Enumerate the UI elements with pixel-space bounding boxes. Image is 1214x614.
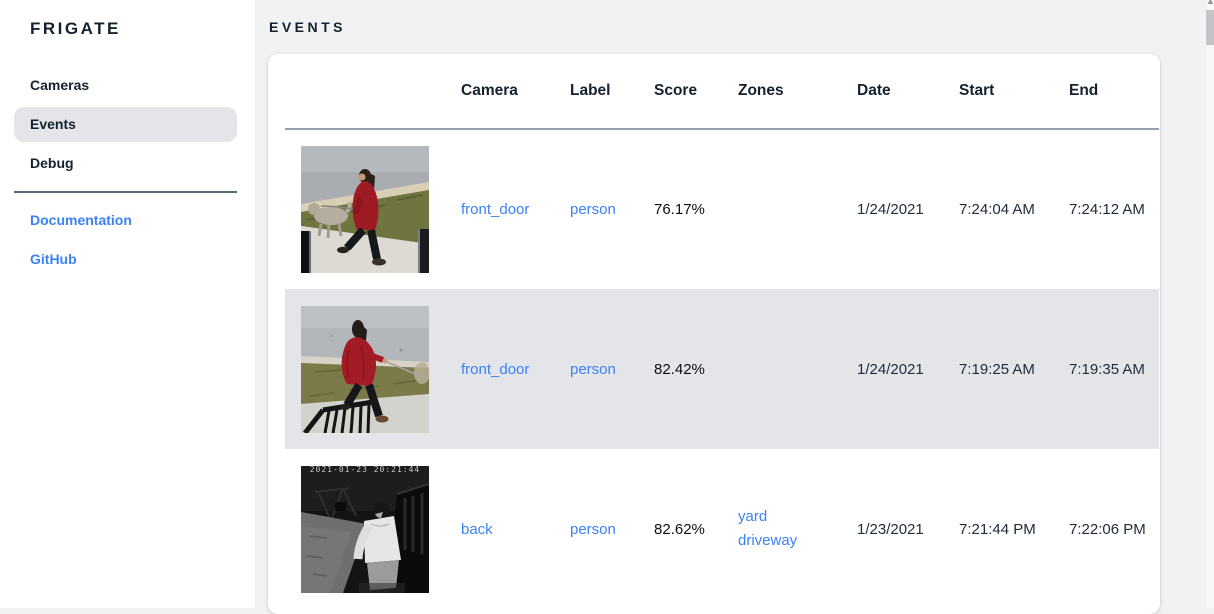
col-header-date: Date (842, 54, 944, 130)
end-value: 7:19:35 AM (1069, 360, 1145, 378)
events-table: Camera Label Score Zones Date Start End (285, 54, 1159, 609)
camera-link[interactable]: front_door (461, 360, 530, 378)
sidebar-divider (14, 191, 237, 193)
start-value: 7:24:04 AM (959, 201, 1035, 218)
label-link[interactable]: person (570, 360, 616, 378)
sidebar-nav: Cameras Events Debug Documentation GitHu… (0, 68, 255, 277)
col-header-end: End (1054, 54, 1159, 130)
label-link[interactable]: person (570, 520, 616, 538)
sidebar-link-github[interactable]: GitHub (30, 251, 77, 267)
scroll-up-arrow-icon[interactable]: ▲ (1206, 0, 1214, 6)
table-row[interactable]: front_door person 76.17% 1/24/2021 7:24:… (285, 129, 1159, 289)
col-header-label: Label (555, 54, 639, 130)
page-title: EVENTS (269, 19, 347, 35)
col-header-thumbnail (285, 54, 446, 130)
score-value: 76.17% (654, 201, 705, 218)
table-row[interactable]: front_door person 82.42% 1/24/2021 7:19:… (285, 289, 1159, 449)
thumbnail-cell (285, 289, 446, 449)
table-row[interactable]: 2021-01-23 20:21:44 back person 82.62% y… (285, 449, 1159, 609)
start-value: 7:21:44 PM (959, 520, 1036, 538)
col-header-start: Start (944, 54, 1054, 130)
start-value: 7:19:25 AM (959, 360, 1035, 378)
camera-link[interactable]: back (461, 520, 493, 538)
thumbnail-cell: 2021-01-23 20:21:44 (285, 449, 446, 609)
zones-links[interactable] (723, 289, 842, 449)
events-card: Camera Label Score Zones Date Start End (268, 54, 1160, 614)
date-value: 1/24/2021 (857, 201, 924, 218)
sidebar-item-events[interactable]: Events (14, 107, 237, 142)
col-header-zones: Zones (723, 54, 842, 130)
table-header-row: Camera Label Score Zones Date Start End (285, 54, 1159, 130)
scrollbar-thumb[interactable] (1206, 10, 1214, 45)
col-header-score: Score (639, 54, 723, 130)
main-content: EVENTS Camera Label Score Zones Date Sta… (255, 0, 1206, 614)
date-value: 1/24/2021 (857, 360, 924, 378)
camera-link[interactable]: front_door (461, 201, 530, 218)
thumbnail-timestamp: 2021-01-23 20:21:44 (310, 466, 421, 474)
end-value: 7:22:06 PM (1069, 520, 1146, 538)
event-thumbnail[interactable]: 2021-01-23 20:21:44 (301, 465, 429, 593)
scrollbar[interactable]: ▲ (1206, 0, 1214, 608)
zones-links[interactable]: yard driveway (738, 508, 798, 549)
thumbnail-cell (285, 129, 446, 289)
col-header-camera: Camera (446, 54, 555, 130)
zones-links[interactable] (723, 129, 842, 289)
date-value: 1/23/2021 (857, 520, 924, 538)
sidebar: FRIGATE Cameras Events Debug Documentati… (0, 0, 255, 608)
sidebar-item-cameras[interactable]: Cameras (30, 77, 90, 93)
sidebar-item-debug[interactable]: Debug (30, 155, 74, 171)
event-thumbnail[interactable] (301, 146, 429, 273)
sidebar-link-documentation[interactable]: Documentation (30, 212, 132, 228)
label-link[interactable]: person (570, 201, 616, 218)
score-value: 82.62% (654, 520, 705, 538)
score-value: 82.42% (654, 360, 705, 378)
app-logo[interactable]: FRIGATE (30, 19, 121, 38)
end-value: 7:24:12 AM (1069, 201, 1145, 218)
event-thumbnail[interactable] (301, 305, 429, 433)
